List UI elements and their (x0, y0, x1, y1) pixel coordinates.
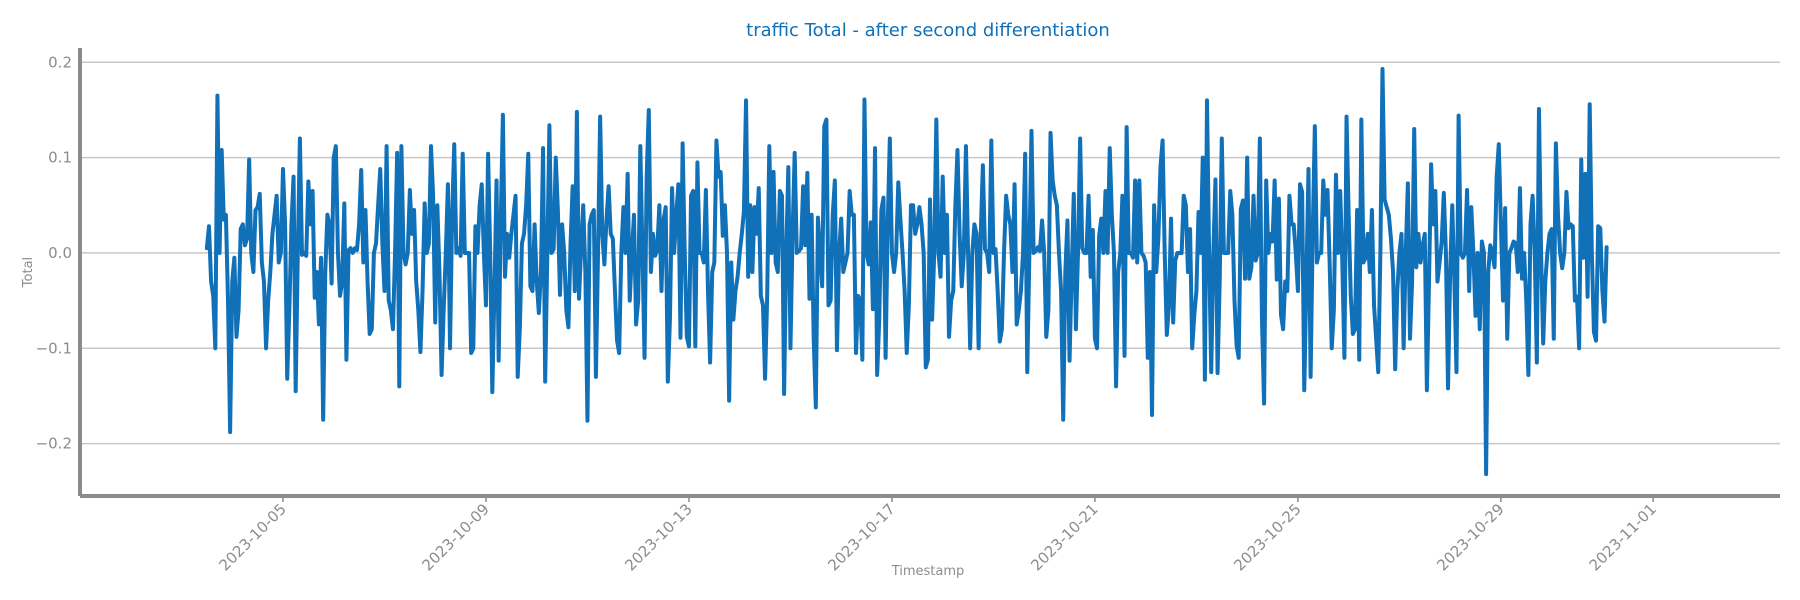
x-tick-label: 2023-10-29 (1433, 500, 1507, 574)
chart-title: traffic Total - after second differentia… (746, 20, 1110, 41)
x-tick-label: 2023-10-09 (418, 500, 492, 574)
x-tick-label: 2023-11-01 (1586, 500, 1660, 574)
series-line-total (204, 66, 1609, 477)
y-tick-label: 0.0 (48, 244, 72, 262)
y-tick-label: 0.2 (48, 53, 72, 71)
x-tick-label: 2023-10-21 (1027, 500, 1101, 574)
y-axis-ticks: −0.2 −0.1 0.0 0.1 0.2 (36, 53, 72, 452)
y-tick-label: 0.1 (48, 149, 72, 167)
x-tick-label: 2023-10-17 (824, 500, 898, 574)
plot-area (204, 66, 1609, 477)
y-axis-label: Total (21, 257, 36, 288)
x-axis-ticks: 2023-10-05 2023-10-09 2023-10-13 2023-10-17… (215, 496, 1660, 574)
y-tick-label: −0.1 (36, 339, 72, 357)
x-tick-label: 2023-10-25 (1230, 500, 1304, 574)
x-tick-label: 2023-10-13 (621, 500, 695, 574)
x-tick-label: 2023-10-05 (215, 500, 289, 574)
y-tick-label: −0.2 (36, 435, 72, 453)
x-axis-label: Timestamp (891, 564, 965, 579)
